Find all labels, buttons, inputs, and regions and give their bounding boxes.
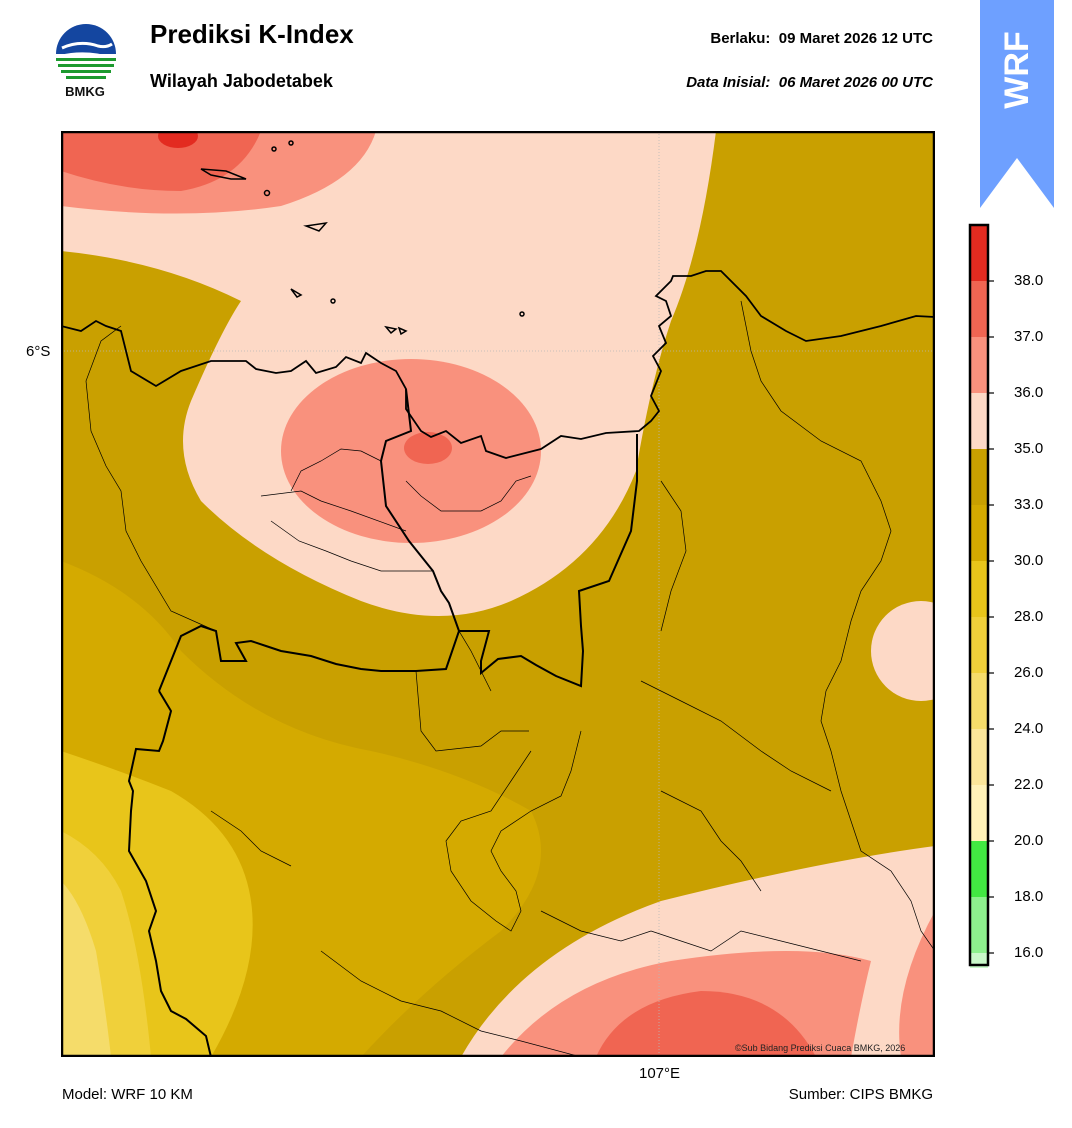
colorbar-tick-label: 16.0	[1014, 944, 1044, 961]
colorbar	[968, 223, 994, 968]
contour-24-26	[61, 881, 111, 1057]
colorbar-tick-label: 38.0	[1014, 272, 1044, 289]
islands	[200, 140, 525, 336]
init-label: Data Inisial:	[686, 74, 771, 91]
contour-37-38-center	[404, 432, 452, 464]
colorbar-tick-label: 18.0	[1014, 888, 1044, 905]
province-boundary-west	[158, 624, 460, 692]
colorbar-tick-label: 22.0	[1014, 776, 1044, 793]
valid-value: 09 Maret 2026 12 UTC	[778, 30, 933, 47]
colorbar-segment	[970, 673, 988, 729]
colorbar-segment	[970, 449, 988, 505]
lon-label: 107°E	[639, 1065, 681, 1082]
colorbar-tick-label: 35.0	[1014, 440, 1044, 457]
bmkg-logo-icon	[55, 23, 117, 85]
colorbar-segment	[970, 561, 988, 617]
k-index-map	[61, 131, 935, 1057]
init-time: Data Inisial: 06 Maret 2026 00 UTC	[686, 74, 933, 91]
colorbar-segment	[970, 729, 988, 785]
colorbar-segment	[970, 225, 988, 281]
coastline	[61, 270, 935, 459]
valid-label: Berlaku:	[710, 30, 771, 47]
logo-text: BMKG	[65, 84, 105, 99]
colorbar-segment	[970, 785, 988, 841]
regency-boundaries	[85, 300, 935, 1057]
init-value: 06 Maret 2026 00 UTC	[778, 74, 933, 91]
lat-label: 6°S	[26, 343, 51, 360]
map-credit: ©Sub Bidang Prediksi Cuaca BMKG, 2026	[735, 1043, 906, 1053]
colorbar-segment	[970, 617, 988, 673]
colorbar-segment	[970, 337, 988, 393]
colorbar-segment	[970, 897, 988, 953]
colorbar-segment	[970, 281, 988, 337]
colorbar-tick-label: 30.0	[1014, 552, 1044, 569]
colorbar-frame	[968, 223, 990, 967]
colorbar-tick-label: 33.0	[1014, 496, 1044, 513]
province-boundary	[379, 388, 638, 688]
colorbar-tick-label: 37.0	[1014, 328, 1044, 345]
source-label: Sumber: CIPS BMKG	[788, 1086, 933, 1103]
colorbar-segment	[970, 841, 988, 897]
colorbar-tick-label: 20.0	[1014, 832, 1044, 849]
valid-time: Berlaku: 09 Maret 2026 12 UTC	[710, 30, 933, 47]
province-boundary-banten	[127, 690, 212, 1057]
contour-36-37-se	[899, 911, 935, 1057]
contour-37-38-north	[61, 131, 261, 191]
colorbar-tick-label: 28.0	[1014, 608, 1044, 625]
contour-38-north	[158, 131, 198, 148]
contour-35-36-east	[871, 601, 935, 701]
page-title: Prediksi K-Index	[150, 19, 354, 49]
colorbar-tick-label: 26.0	[1014, 664, 1044, 681]
map-frame	[61, 131, 935, 1057]
colorbar-segment	[970, 393, 988, 449]
colorbar-segment	[970, 505, 988, 561]
colorbar-tick-label: 36.0	[1014, 384, 1044, 401]
page-subtitle: Wilayah Jabodetabek	[150, 71, 333, 91]
colorbar-tick-label: 24.0	[1014, 720, 1044, 737]
wrf-badge-icon	[980, 0, 1054, 208]
model-label: Model: WRF 10 KM	[62, 1086, 193, 1103]
contour-37-38-south	[596, 991, 816, 1057]
wrf-badge-text: WRF	[997, 31, 1036, 109]
